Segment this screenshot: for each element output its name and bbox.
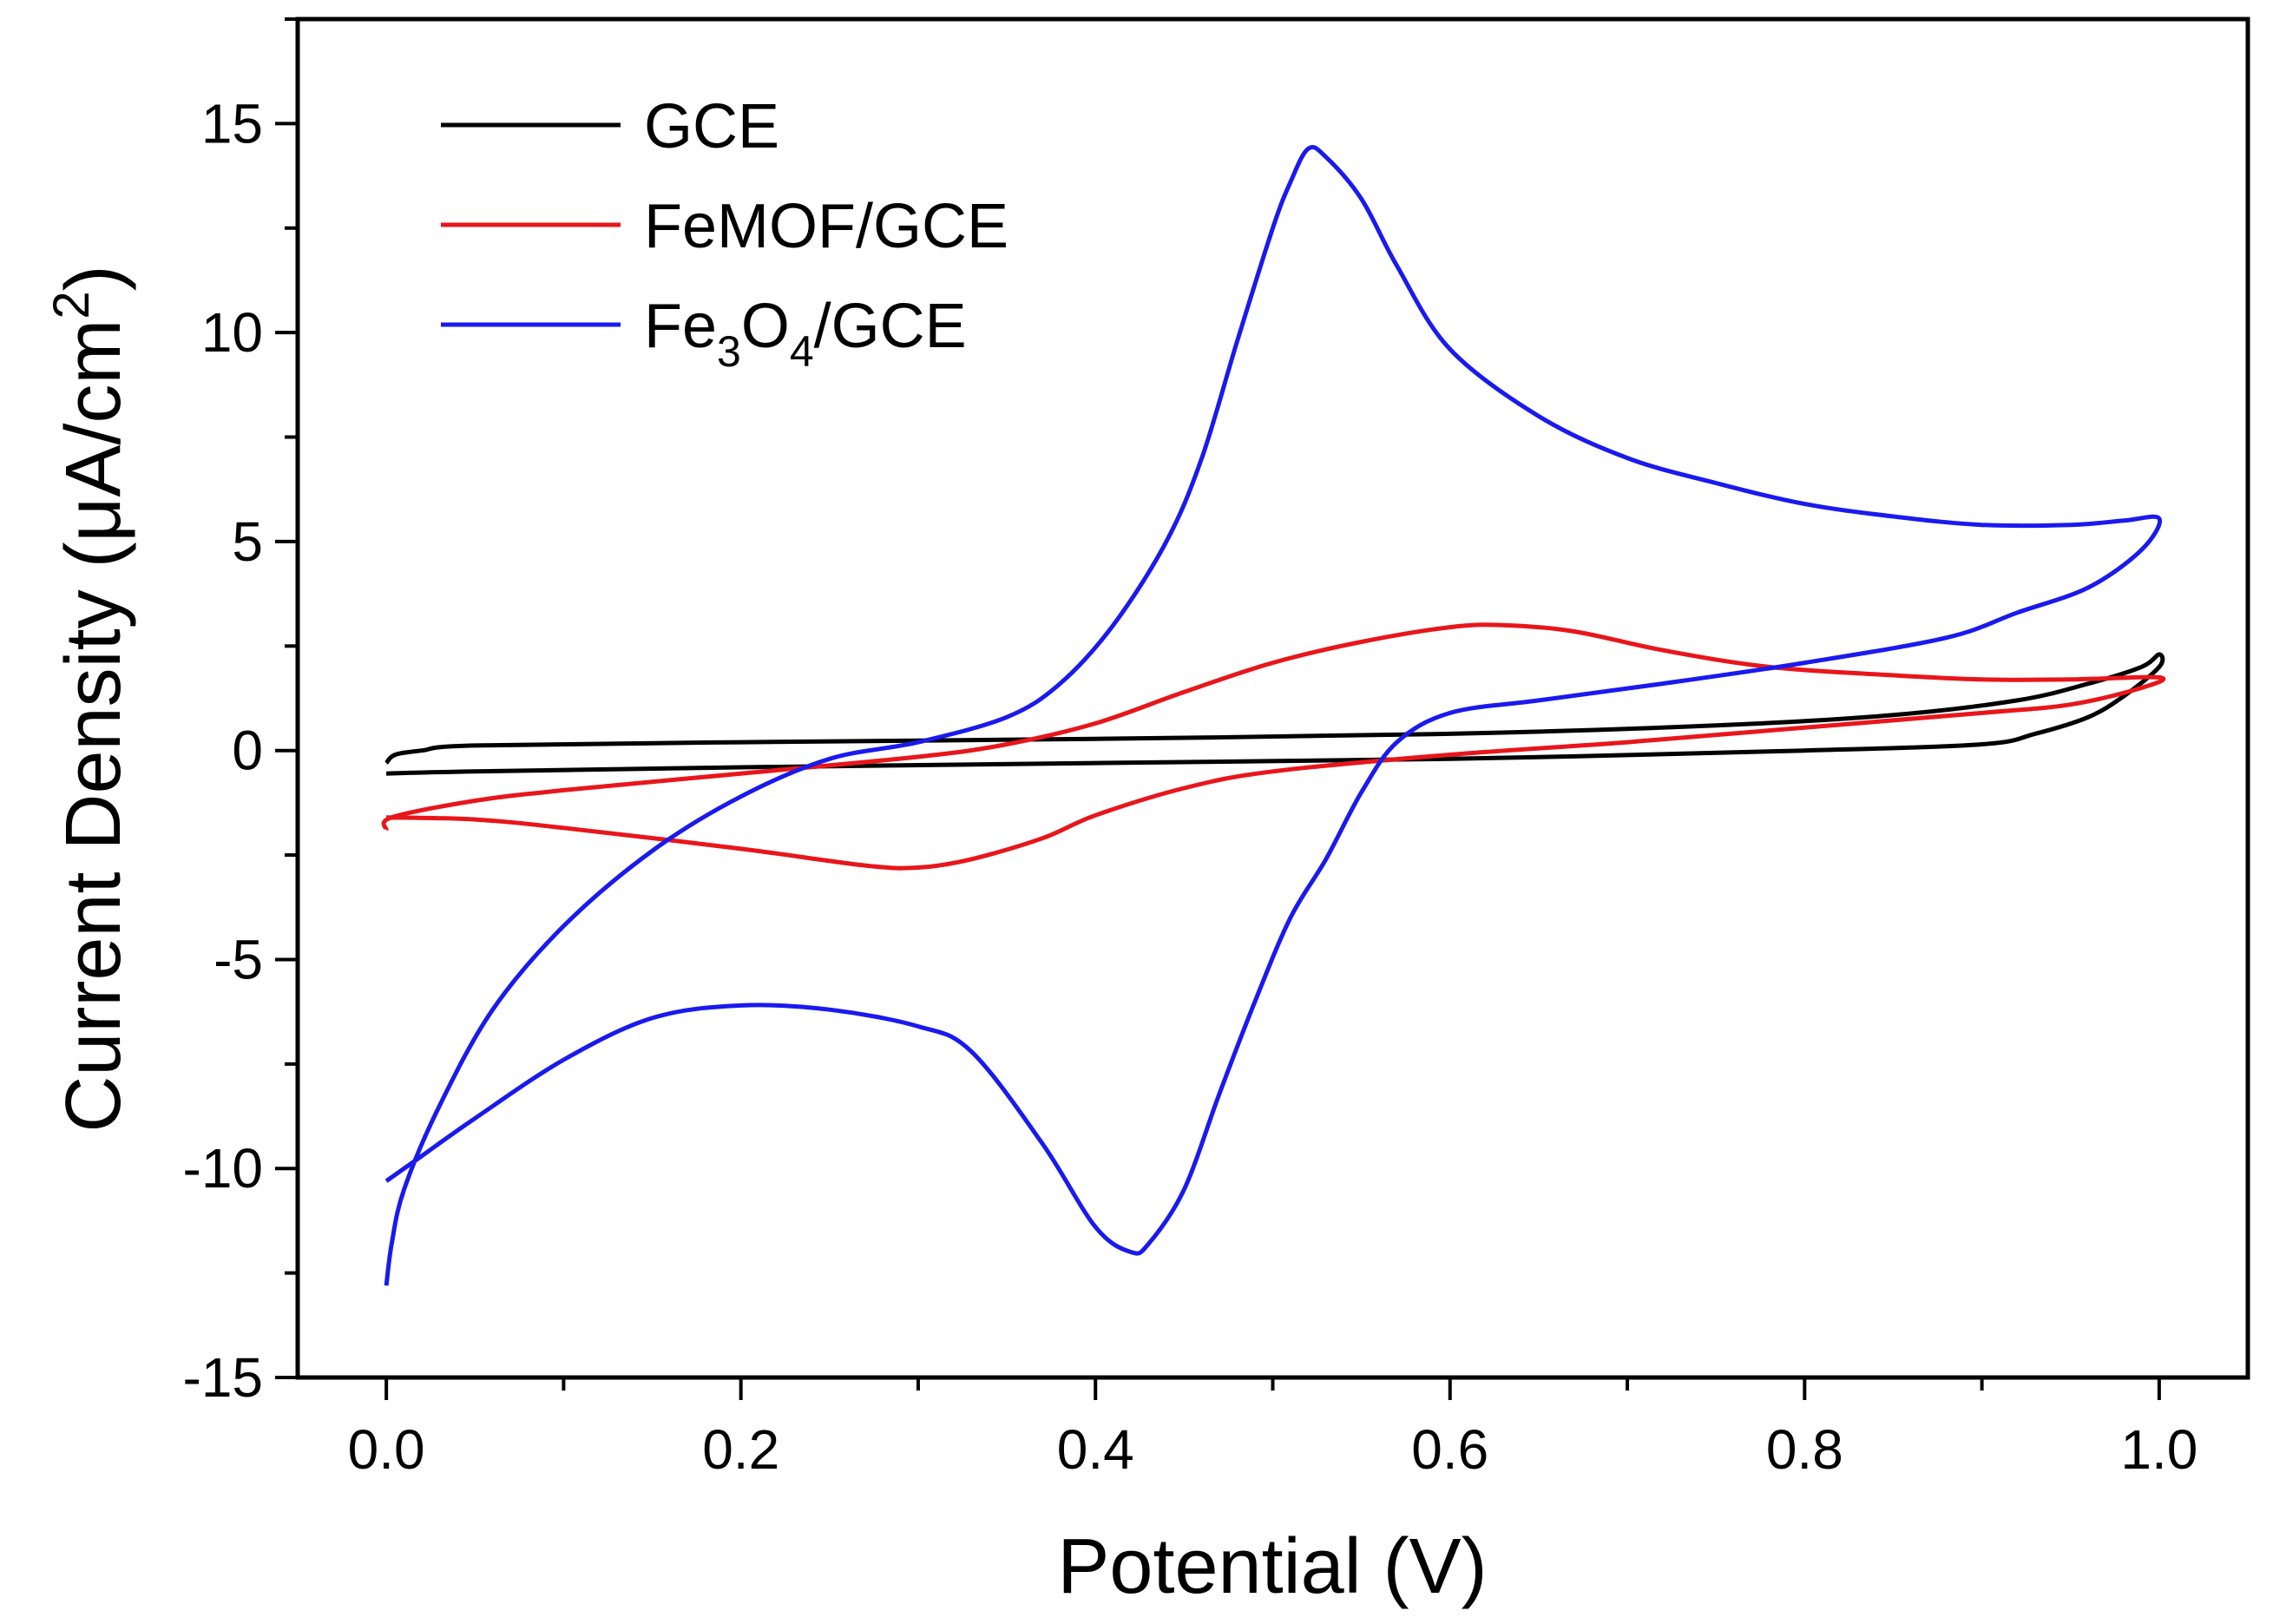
legend-fe3o4-o: O: [741, 292, 790, 361]
legend-fe3o4-sub3: 3: [717, 327, 741, 376]
x-axis-ticks: 0.0 0.2 0.4 0.6 0.8 1.0: [348, 1377, 2197, 1481]
legend-label-fe3o4: Fe3O4/GCE: [644, 292, 967, 376]
legend-label-femof: FeMOF/GCE: [644, 192, 1008, 261]
y-tick-label: 0: [232, 720, 263, 782]
y-axis-title-main: Current Density (μA/cm: [50, 319, 137, 1133]
x-tick-label: 0.6: [1411, 1418, 1488, 1481]
y-axis-ticks: -15 -10 -5 0 5 10 15: [183, 17, 298, 1409]
series-line-fe3o4: [384, 144, 2163, 1286]
y-tick-label: -10: [183, 1137, 264, 1200]
y-tick-label: 10: [201, 301, 263, 364]
y-tick-label: 15: [201, 92, 263, 155]
legend-label-gce: GCE: [644, 92, 779, 161]
x-tick-label: 0.2: [702, 1418, 779, 1481]
y-axis-title-close: ): [50, 265, 137, 291]
series-line-femof: [381, 622, 2166, 871]
y-axis-title: Current Density (μA/cm2): [43, 265, 137, 1132]
legend-fe3o4-sub4: 4: [790, 327, 814, 376]
series-line-gce: [384, 652, 2165, 776]
legend-fe3o4-fe: Fe: [644, 292, 717, 361]
series-layer: [381, 144, 2166, 1286]
y-axis-title-sup: 2: [43, 291, 100, 319]
y-tick-label: -15: [183, 1346, 264, 1409]
y-tick-label: -5: [214, 928, 263, 990]
legend: GCE FeMOF/GCE Fe3O4/GCE: [441, 92, 1008, 376]
legend-fe3o4-gce: /GCE: [814, 292, 967, 361]
x-tick-label: 0.8: [1766, 1418, 1843, 1481]
x-tick-label: 1.0: [2120, 1418, 2197, 1481]
y-tick-label: 5: [232, 510, 263, 573]
x-tick-label: 0.4: [1057, 1418, 1134, 1481]
x-tick-label: 0.0: [348, 1418, 425, 1481]
x-axis-title: Potential (V): [1057, 1523, 1487, 1610]
